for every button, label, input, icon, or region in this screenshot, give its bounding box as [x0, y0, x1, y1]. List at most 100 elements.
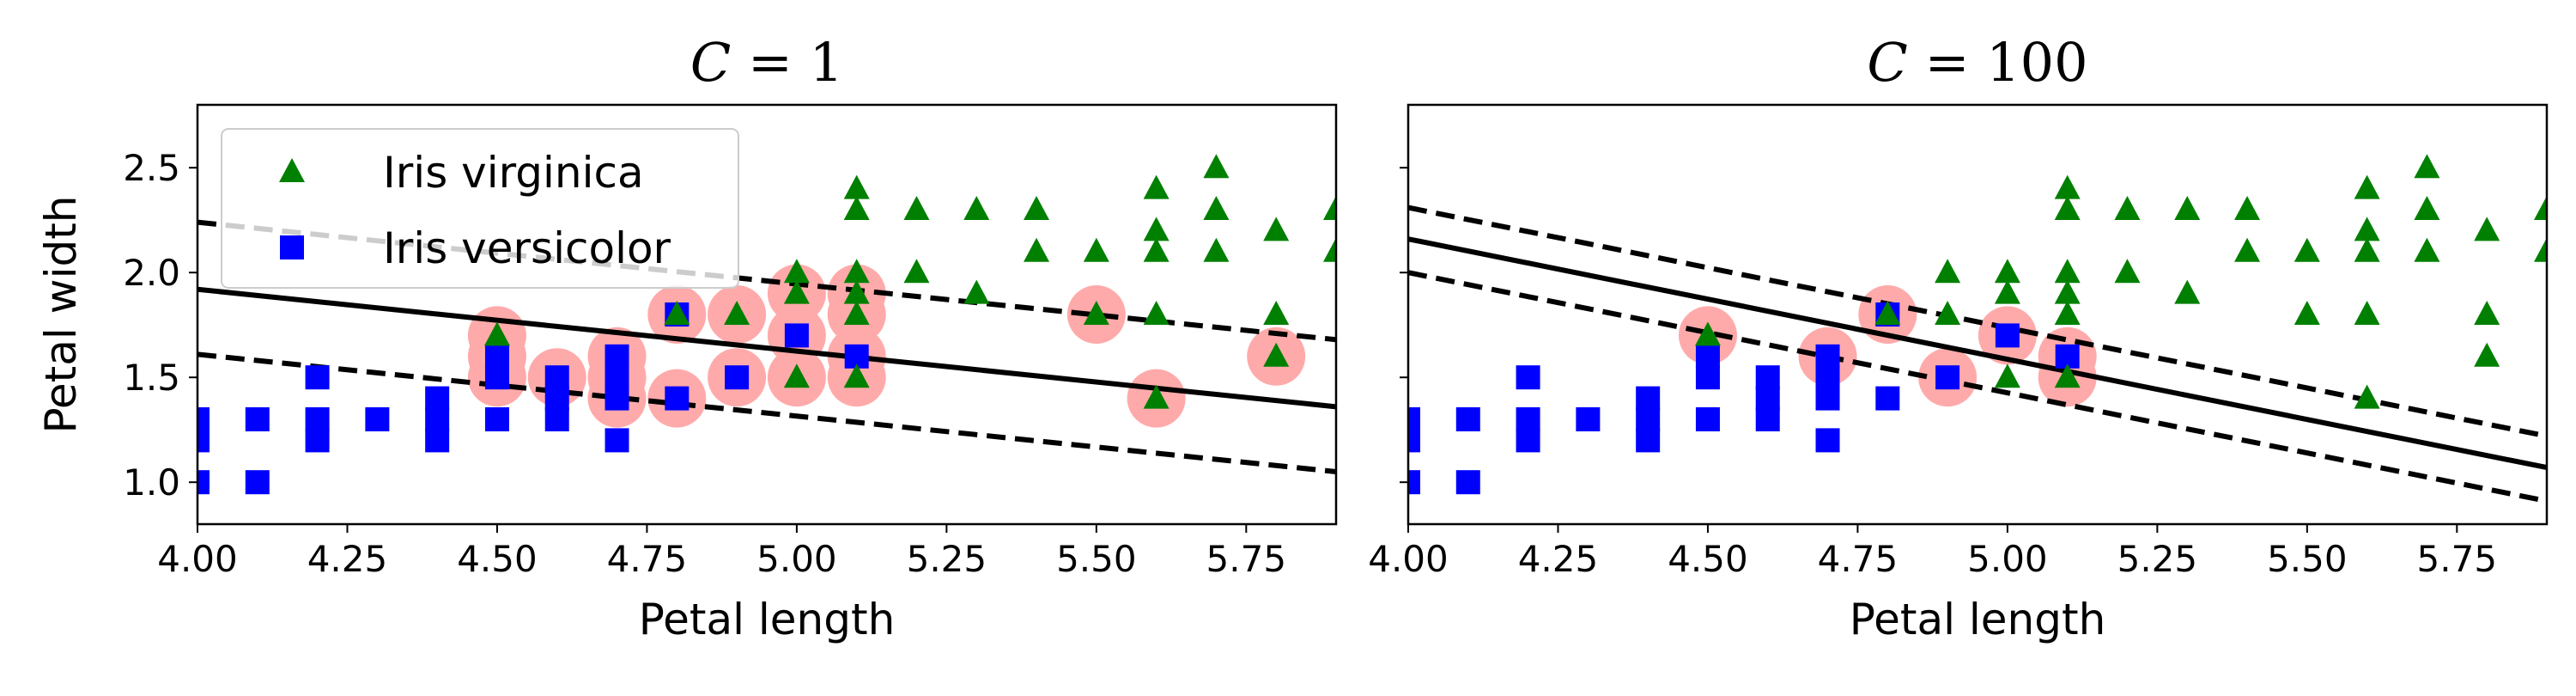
- versicolor-point: [1755, 365, 1780, 390]
- chart-title: C = 1: [690, 31, 843, 94]
- versicolor-point: [484, 407, 509, 431]
- virginica-point: [1263, 301, 1290, 325]
- versicolor-point: [1408, 470, 1420, 495]
- decision-boundary-line: [1408, 236, 2547, 471]
- versicolor-point: [245, 470, 270, 495]
- versicolor-point: [197, 428, 210, 453]
- virginica-point: [2234, 237, 2261, 262]
- x-tick-label: 5.75: [2417, 538, 2498, 580]
- versicolor-point: [484, 344, 509, 369]
- versicolor-point: [1516, 428, 1540, 453]
- x-tick-label: 4.75: [607, 538, 688, 580]
- x-tick-label: 4.50: [457, 538, 538, 580]
- versicolor-point: [1516, 407, 1540, 431]
- versicolor-point: [605, 386, 629, 411]
- virginica-point: [1024, 237, 1050, 262]
- virginica-point: [1143, 301, 1170, 325]
- chart-title-variable: C: [1867, 31, 1907, 94]
- y-tick-label: 1.5: [123, 357, 180, 399]
- virginica-point: [843, 301, 870, 325]
- virginica-point: [1994, 363, 2020, 388]
- x-axis-label: Petal length: [1850, 595, 2106, 644]
- virginica-point: [1143, 384, 1170, 409]
- virginica-point: [2054, 196, 2081, 220]
- versicolor-point: [1695, 365, 1720, 390]
- x-tick-label: 5.50: [1056, 538, 1137, 580]
- versicolor-point: [1755, 386, 1780, 411]
- y-tick-label: 2.5: [123, 147, 180, 189]
- virginica-point: [1203, 196, 1230, 220]
- chart-title-value: = 100: [1908, 31, 2088, 94]
- virginica-point: [783, 259, 810, 284]
- x-tick-label: 5.00: [756, 538, 837, 580]
- plot-frame: [196, 103, 1338, 526]
- virginica-point: [2474, 301, 2500, 325]
- margin-upper-line: [1408, 205, 2547, 439]
- virginica-point: [724, 301, 750, 325]
- versicolor-point: [484, 365, 509, 390]
- y-tick-label: 1.0: [123, 461, 180, 504]
- virginica-point: [843, 363, 870, 388]
- versicolor-point: [197, 470, 210, 495]
- virginica-point: [783, 279, 810, 304]
- versicolor-point: [305, 428, 330, 453]
- versicolor-point: [1636, 386, 1661, 411]
- versicolor-point: [605, 344, 629, 369]
- chart-title-variable: C: [690, 31, 731, 94]
- virginica-point: [2474, 342, 2500, 367]
- x-tick-label: 5.25: [907, 538, 987, 580]
- virginica-point: [483, 321, 510, 346]
- virginica-point: [2054, 174, 2081, 199]
- virginica-point: [1143, 217, 1170, 241]
- virginica-point: [2174, 196, 2201, 220]
- virginica-point: [2354, 174, 2380, 199]
- versicolor-point: [1815, 365, 1840, 390]
- virginica-point: [963, 196, 990, 220]
- decision-boundary-line: [197, 286, 1336, 410]
- versicolor-point: [544, 407, 569, 431]
- virginica-point: [1263, 342, 1290, 367]
- x-tick-label: 4.25: [307, 538, 388, 580]
- versicolor-point: [1636, 407, 1661, 431]
- versicolor-point: [605, 428, 629, 453]
- virginica-point: [1994, 279, 2020, 304]
- versicolor-point: [1455, 407, 1480, 431]
- versicolor-point: [784, 323, 809, 348]
- virginica-point: [783, 363, 810, 388]
- versicolor-point: [1935, 365, 1960, 390]
- virginica-point: [1083, 301, 1109, 325]
- versicolor-point: [1695, 344, 1720, 369]
- versicolor-point: [725, 365, 750, 390]
- virginica-point: [843, 279, 870, 304]
- virginica-point: [2054, 363, 2081, 388]
- versicolor-point: [425, 407, 450, 431]
- legend-virginica-marker: [279, 158, 305, 182]
- legend-box: [221, 128, 739, 289]
- legend-label-versicolor: Iris versicolor: [383, 223, 671, 273]
- virginica-point: [1024, 196, 1050, 220]
- versicolor-point: [605, 365, 629, 390]
- virginica-point: [1143, 237, 1170, 262]
- virginica-point: [2354, 384, 2380, 409]
- versicolor-point: [1995, 323, 2020, 348]
- virginica-point: [2114, 196, 2141, 220]
- chart-title: C = 100: [1867, 31, 2087, 94]
- versicolor-point: [1815, 386, 1840, 411]
- virginica-point: [843, 259, 870, 284]
- virginica-point: [2293, 237, 2320, 262]
- versicolor-point: [425, 428, 450, 453]
- virginica-point: [1874, 301, 1901, 325]
- virginica-point: [2414, 154, 2440, 179]
- plot-area: [197, 154, 1336, 495]
- versicolor-point: [1576, 407, 1601, 431]
- versicolor-point: [1516, 365, 1540, 390]
- chart-panel-1: 4.00 4.25 4.50 4.75 5.00 5.25 5.50 5.75 1.0 1.5 2.…: [36, 31, 1338, 644]
- virginica-point: [1935, 301, 1961, 325]
- versicolor-point: [1755, 407, 1780, 431]
- versicolor-point: [1636, 428, 1661, 453]
- virginica-point: [843, 174, 870, 199]
- virginica-point: [963, 279, 990, 304]
- virginica-point: [2234, 196, 2261, 220]
- x-tick-label: 4.75: [1818, 538, 1899, 580]
- virginica-point: [1994, 259, 2020, 284]
